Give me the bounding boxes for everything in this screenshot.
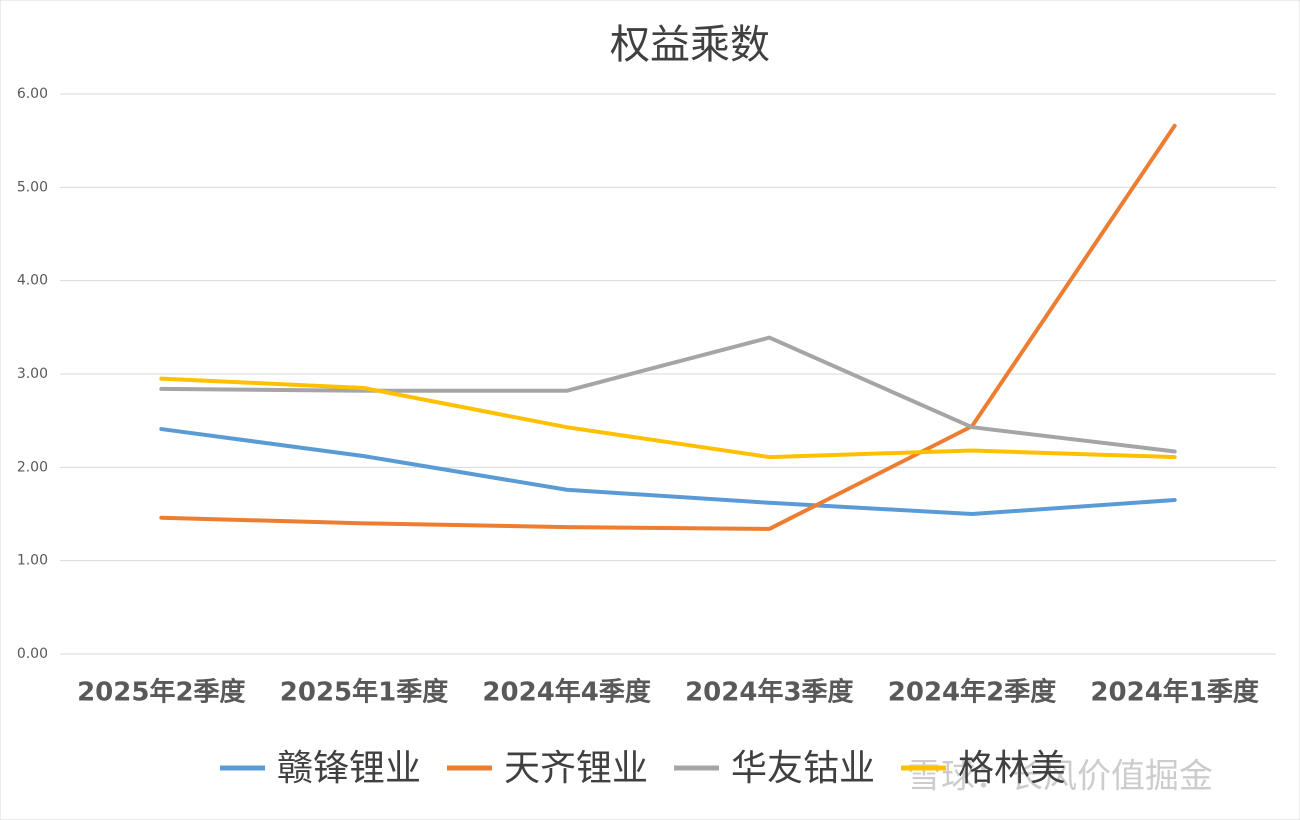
y-tick-label: 6.00	[17, 86, 48, 102]
chart-title: 权益乘数	[610, 22, 770, 68]
legend-label: 天齐锂业	[504, 748, 648, 789]
series-line	[159, 335, 1177, 454]
legend-label: 华友钴业	[731, 748, 875, 789]
watermark: 雪球：长风价值掘金	[907, 757, 1213, 797]
x-tick-label: 2025年1季度	[280, 677, 448, 708]
y-tick-label: 1.00	[17, 553, 48, 569]
y-tick-label: 0.00	[17, 646, 48, 662]
series-line	[159, 376, 1177, 460]
series-line	[159, 123, 1177, 531]
legend-label: 赣锋锂业	[277, 748, 421, 789]
x-tick-label: 2024年4季度	[482, 677, 650, 708]
x-tick-label: 2024年2季度	[888, 677, 1056, 708]
legend-label: 格林美	[958, 748, 1066, 789]
x-tick-label: 2024年3季度	[685, 677, 853, 708]
y-tick-label: 4.00	[17, 273, 48, 289]
x-tick-label: 2025年2季度	[77, 677, 245, 708]
y-tick-label: 3.00	[17, 366, 48, 382]
series-line	[159, 427, 1177, 516]
y-tick-label: 5.00	[17, 179, 48, 195]
y-tick-label: 2.00	[17, 459, 48, 475]
x-tick-label: 2024年1季度	[1090, 677, 1258, 708]
